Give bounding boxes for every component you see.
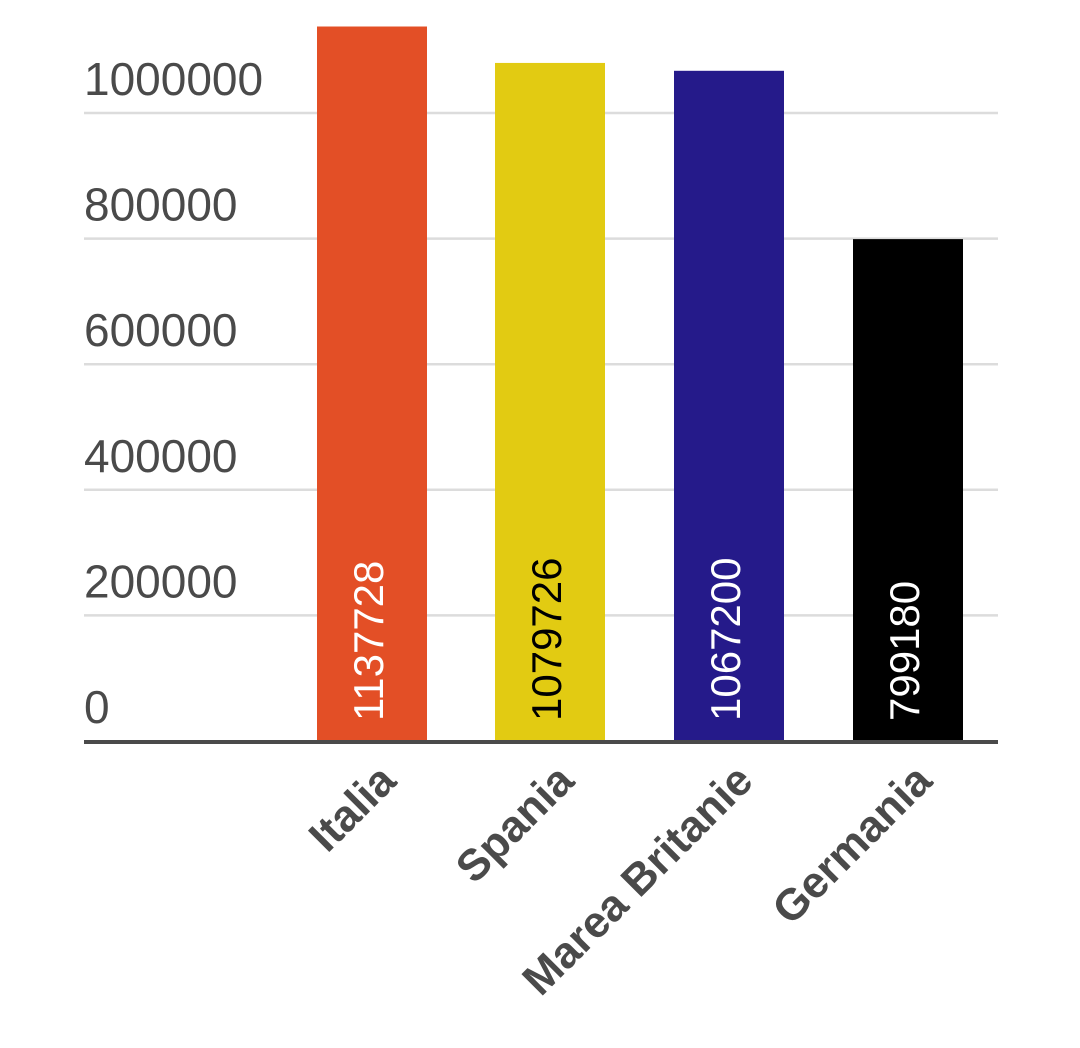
y-axis-ticks: 0 200000 400000 600000 800000 1000000: [84, 53, 263, 733]
y-tick-label: 800000: [84, 179, 238, 231]
bar: [495, 62, 605, 742]
x-tick-label: Germania: [763, 755, 942, 934]
data-label: 799180: [881, 581, 928, 721]
y-tick-label: 400000: [84, 430, 238, 482]
y-tick-label: 200000: [84, 555, 238, 607]
bar: [674, 70, 784, 741]
data-label: 1137728: [345, 561, 392, 721]
x-tick-label: Spania: [447, 755, 584, 892]
bars: 1137728 1079726 1067200 799180: [317, 26, 963, 742]
y-tick-label: 0: [84, 681, 110, 733]
y-tick-label: 600000: [84, 304, 238, 356]
bar: [317, 26, 427, 741]
data-label: 1067200: [702, 557, 749, 721]
y-tick-label: 1000000: [84, 53, 263, 105]
x-tick-label: Italia: [300, 755, 406, 861]
bar: [853, 239, 963, 741]
data-label: 1079726: [523, 557, 570, 721]
